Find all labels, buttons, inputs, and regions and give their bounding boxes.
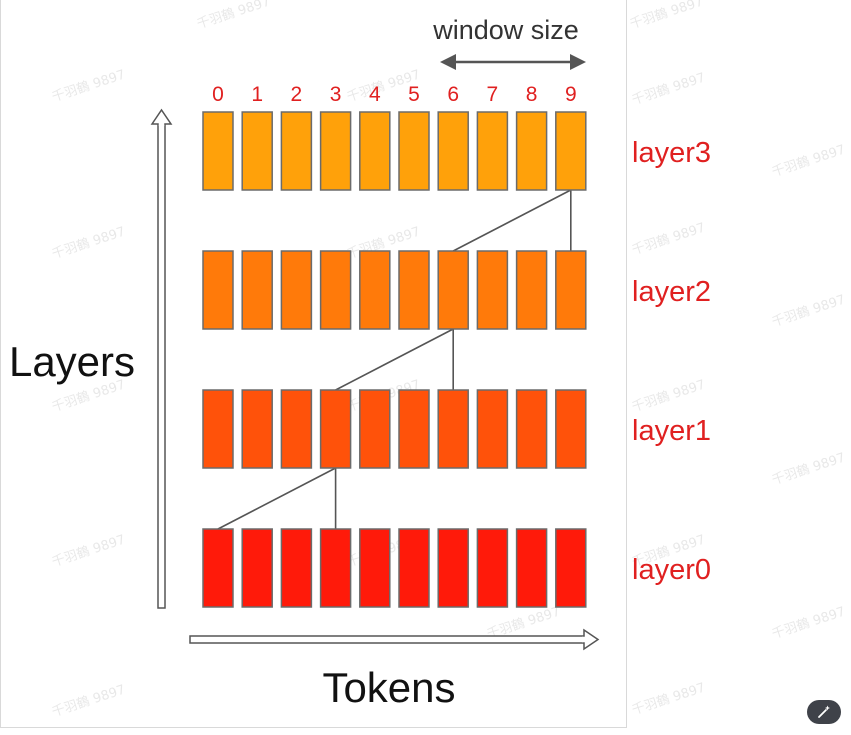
token-box-layer0-4 [359, 528, 391, 608]
panel-right-border [626, 0, 627, 728]
token-box-layer0-2 [280, 528, 313, 608]
token-index-0: 0 [212, 83, 224, 106]
layer-labels: layer3 layer2 layer1 layer0 [632, 137, 711, 586]
token-box-layer0-0 [202, 528, 234, 608]
layer-label-layer2: layer2 [632, 276, 711, 308]
layer-label-layer0: layer0 [632, 554, 711, 586]
attention-connections [217, 189, 572, 530]
tokens-axis-label: Tokens [322, 664, 455, 711]
token-index-4: 4 [369, 83, 381, 106]
token-index-9: 9 [565, 83, 577, 106]
token-box-layer1-4 [359, 389, 391, 469]
connection-line-2-0 [217, 467, 336, 530]
token-box-layer1-6 [437, 389, 469, 469]
token-box-layer3-1 [241, 111, 273, 191]
tokens-axis-arrow [189, 628, 600, 651]
token-index-3: 3 [330, 83, 342, 106]
token-box-layer2-1 [241, 250, 273, 330]
token-box-layer3-4 [359, 111, 391, 191]
layers-axis-label: Layers [9, 338, 135, 385]
panel-left-border [0, 0, 1, 728]
token-box-layer1-2 [280, 389, 313, 469]
token-box-layer2-7 [476, 250, 509, 330]
layer-label-layer3: layer3 [632, 137, 711, 169]
token-box-layer0-7 [476, 528, 509, 608]
token-box-layer1-1 [241, 389, 273, 469]
token-box-layer1-8 [515, 389, 548, 469]
token-box-layer0-1 [241, 528, 273, 608]
connection-line-1-0 [335, 328, 454, 391]
token-box-layer3-3 [319, 111, 352, 191]
token-box-layer2-9 [555, 250, 587, 330]
edit-tool-button[interactable] [807, 700, 841, 724]
layer-row-layer1 [202, 389, 587, 469]
token-box-layer3-2 [280, 111, 313, 191]
window-size-arrow [440, 54, 586, 70]
token-box-layer2-0 [202, 250, 234, 330]
connection-line-0-0 [452, 189, 572, 252]
token-box-layer2-2 [280, 250, 313, 330]
layer-row-layer0 [202, 528, 587, 608]
token-box-layer2-6 [437, 250, 469, 330]
layers-axis-arrow [150, 108, 173, 609]
token-box-layer2-5 [398, 250, 430, 330]
layer-label-layer1: layer1 [632, 415, 711, 447]
magic-wand-icon [818, 705, 830, 718]
panel-bottom-border [0, 727, 627, 728]
token-box-layer2-8 [515, 250, 548, 330]
token-box-layer3-7 [476, 111, 509, 191]
token-box-layer3-5 [398, 111, 430, 191]
layer-row-layer2 [202, 250, 587, 330]
layer-row-layer3 [202, 111, 587, 191]
token-box-layer2-3 [319, 250, 352, 330]
token-index-1: 1 [251, 83, 263, 106]
token-box-layer1-9 [555, 389, 587, 469]
layer-rows [202, 111, 587, 608]
token-box-layer3-9 [555, 111, 587, 191]
token-box-layer2-4 [359, 250, 391, 330]
token-index-6: 6 [447, 83, 459, 106]
token-box-layer1-5 [398, 389, 430, 469]
token-box-layer1-3 [319, 389, 352, 469]
token-index-5: 5 [408, 83, 420, 106]
token-box-layer0-9 [555, 528, 587, 608]
token-box-layer3-0 [202, 111, 234, 191]
window-size-label: window size [432, 15, 579, 45]
token-index-row: 0 1 2 3 4 5 6 7 8 9 [212, 83, 576, 106]
token-box-layer1-7 [476, 389, 509, 469]
token-index-2: 2 [291, 83, 303, 106]
token-index-8: 8 [526, 83, 538, 106]
token-box-layer3-6 [437, 111, 469, 191]
token-index-7: 7 [487, 83, 499, 106]
token-box-layer0-8 [515, 528, 548, 608]
token-box-layer0-5 [398, 528, 430, 608]
token-box-layer1-0 [202, 389, 234, 469]
token-box-layer0-6 [437, 528, 469, 608]
token-box-layer0-3 [319, 528, 352, 608]
token-box-layer3-8 [515, 111, 548, 191]
